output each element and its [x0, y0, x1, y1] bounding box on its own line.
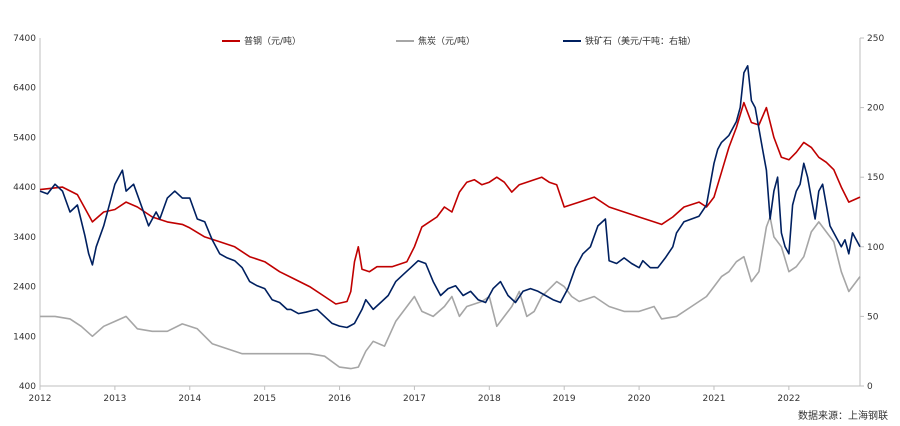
y-left-tick-label: 400	[19, 382, 36, 392]
y-left-tick-label: 3400	[13, 233, 36, 243]
y-right-tick-label: 100	[867, 243, 884, 253]
x-tick-label: 2022	[777, 394, 800, 404]
y-left-tick-label: 2400	[13, 283, 36, 293]
x-tick-label: 2015	[253, 394, 276, 404]
y-left-tick-label: 6400	[13, 84, 36, 94]
y-right-tick-label: 0	[867, 382, 873, 392]
y-right-tick-label: 150	[867, 173, 884, 183]
legend: 普钢（元/吨） 焦炭（元/吨） 铁矿石（美元/干吨：右轴）	[222, 35, 696, 47]
x-tick-label: 2012	[29, 394, 52, 404]
series-line-2	[39, 65, 861, 329]
series-line-0	[39, 101, 861, 305]
y-right-tick-label: 250	[867, 34, 884, 44]
y-left-tick-label: 4400	[13, 183, 36, 193]
x-tick-label: 2020	[628, 394, 651, 404]
x-tick-label: 2018	[478, 394, 501, 404]
x-tick-label: 2021	[703, 394, 726, 404]
x-tick-label: 2013	[103, 394, 126, 404]
y-left-tick-label: 5400	[13, 133, 36, 143]
y-right-tick-label: 50	[867, 312, 879, 322]
legend-label: 铁矿石（美元/干吨：右轴）	[585, 35, 696, 47]
x-tick-label: 2014	[178, 394, 201, 404]
axes: 2012 2013 2014 2015 2016 2017 2018 2019 2020 2021…	[13, 34, 884, 404]
source-note: 数据来源：上海钢联	[798, 411, 888, 422]
x-tick-label: 2016	[328, 394, 351, 404]
legend-label: 焦炭（元/吨）	[418, 35, 475, 47]
y-left-tick-label: 7400	[13, 34, 36, 44]
y-right-tick-label: 200	[867, 104, 884, 114]
series-line-1	[40, 216, 861, 370]
y-left-tick-label: 1400	[13, 332, 36, 342]
x-tick-label: 2019	[553, 394, 576, 404]
series-lines	[39, 65, 861, 370]
legend-label: 普钢（元/吨）	[244, 35, 301, 47]
x-tick-label: 2017	[403, 394, 426, 404]
